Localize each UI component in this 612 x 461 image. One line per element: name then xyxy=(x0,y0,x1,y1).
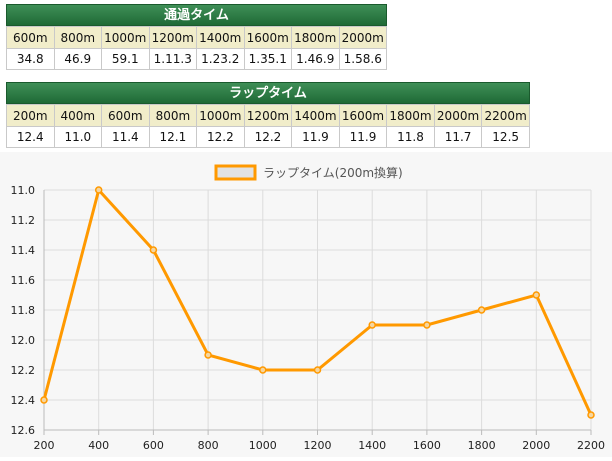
x-tick-label: 800 xyxy=(198,439,219,452)
passing-times-value-cell-2: 59.1 xyxy=(101,48,150,70)
lap-times-header-cell-5: 1200m xyxy=(243,104,293,127)
passing-times-value-cell-1: 46.9 xyxy=(53,48,102,70)
lap-times-value-cell-8: 11.8 xyxy=(386,126,435,148)
data-point xyxy=(587,411,595,419)
passing-times-value-cell-0: 34.8 xyxy=(6,48,55,70)
lap-times-header-cell-10: 2200m xyxy=(481,104,530,127)
x-tick-label: 1600 xyxy=(413,439,441,452)
passing-times-header-cell-4: 1400m xyxy=(196,26,245,49)
passing-times-header-cell-7: 2000m xyxy=(338,26,387,49)
y-tick-label: 11.6 xyxy=(11,274,36,287)
data-point xyxy=(259,366,267,374)
lap-times-value-cell-0: 12.4 xyxy=(6,126,55,148)
lap-times-table: 200m 400m 600m 800m 1000m 1200m 1400m 1600m 1800… xyxy=(6,104,530,148)
lap-times-value-cell-10: 12.5 xyxy=(481,126,530,148)
data-point xyxy=(368,321,376,329)
lap-times-value-cell-4: 12.2 xyxy=(196,126,245,148)
lap-times-header-cell-2: 600m xyxy=(101,104,150,127)
passing-times-header-cell-2: 1000m xyxy=(101,26,150,49)
passing-times-value-cell-4: 1.23.2 xyxy=(196,48,245,70)
data-point xyxy=(204,351,212,359)
lap-times-header-cell-6: 1400m xyxy=(291,104,340,127)
x-tick-label: 200 xyxy=(34,439,55,452)
passing-times-header-cell-6: 1800m xyxy=(291,26,340,49)
passing-times-value-cell-7: 1.58.6 xyxy=(338,48,387,70)
lap-times-header-cell-9: 2000m xyxy=(433,104,483,127)
lap-times-value-cell-3: 12.1 xyxy=(148,126,198,148)
x-tick-label: 400 xyxy=(88,439,109,452)
x-tick-label: 2200 xyxy=(577,439,605,452)
lap-times-value-cell-9: 11.7 xyxy=(433,126,483,148)
lap-times-value-cell-7: 11.9 xyxy=(338,126,388,148)
lap-times-header-cell-3: 800m xyxy=(148,104,198,127)
data-point xyxy=(313,366,322,374)
lap-times-value-row: 12.4 11.0 11.4 12.1 12.2 12.2 11.9 11.9 11.8 11.7… xyxy=(6,126,530,148)
passing-times-header-cell-3: 1200m xyxy=(148,26,197,49)
data-point xyxy=(94,186,103,194)
passing-times-value-row: 34.8 46.9 59.1 1.11.3 1.23.2 1.35.1 1.46.9 1.58… xyxy=(6,48,387,70)
lap-times-title: ラップタイム xyxy=(6,82,530,104)
passing-times-header-cell-5: 1600m xyxy=(243,26,292,49)
lap-times-header-cell-0: 200m xyxy=(6,104,55,127)
y-tick-label: 12.6 xyxy=(11,424,36,437)
lap-times-header-cell-1: 400m xyxy=(53,104,103,127)
passing-times-value-cell-3: 1.11.3 xyxy=(148,48,197,70)
legend-label: ラップタイム(200m換算) xyxy=(263,165,403,180)
data-point xyxy=(532,291,541,299)
lap-times-value-cell-2: 11.4 xyxy=(101,126,150,148)
y-tick-label: 11.2 xyxy=(11,214,36,227)
passing-times-value-cell-6: 1.46.9 xyxy=(291,48,340,70)
y-tick-label: 11.8 xyxy=(11,304,36,317)
y-tick-label: 11.4 xyxy=(11,244,36,257)
x-tick-label: 1800 xyxy=(468,439,496,452)
lap-times-value-cell-5: 12.2 xyxy=(243,126,293,148)
x-tick-label: 600 xyxy=(143,439,164,452)
x-tick-label: 1000 xyxy=(249,439,277,452)
lap-times-header-cell-8: 1800m xyxy=(386,104,435,127)
passing-times-title: 通過タイム xyxy=(6,4,387,26)
data-point xyxy=(423,321,431,329)
passing-times-panel: 通過タイム 600m 800m 1000m 1200m 1400m 1600m 1800m 2… xyxy=(6,4,387,70)
lap-times-value-cell-1: 11.0 xyxy=(53,126,103,148)
passing-times-value-cell-5: 1.35.1 xyxy=(243,48,292,70)
lap-time-chart: 11.0 11.2 11.4 11.6 11.8 12.0 12.2 12.4 12.6 200 4… xyxy=(11,164,605,452)
passing-times-header-cell-1: 800m xyxy=(53,26,102,49)
lap-times-value-cell-6: 11.9 xyxy=(291,126,340,148)
lap-times-header-row: 200m 400m 600m 800m 1000m 1200m 1400m 1600m 1800… xyxy=(6,104,530,127)
passing-times-header-cell-0: 600m xyxy=(6,26,55,49)
lap-times-panel: ラップタイム 200m 400m 600m 800m 1000m 1200m 1400m 16… xyxy=(6,82,530,148)
data-point xyxy=(477,306,486,314)
legend-swatch xyxy=(214,164,257,181)
passing-times-header-row: 600m 800m 1000m 1200m 1400m 1600m 1800m 2000m xyxy=(6,26,387,49)
y-tick-label: 12.4 xyxy=(11,394,36,407)
lap-times-header-cell-4: 1000m xyxy=(196,104,245,127)
x-tick-label: 2000 xyxy=(522,439,550,452)
y-tick-label: 11.0 xyxy=(11,184,36,197)
data-point xyxy=(149,246,158,254)
y-tick-label: 12.2 xyxy=(11,364,36,377)
lap-time-chart-area: 11.0 11.2 11.4 11.6 11.8 12.0 12.2 12.4 12.6 200 4… xyxy=(0,152,612,457)
passing-times-table: 600m 800m 1000m 1200m 1400m 1600m 1800m 2000m 3… xyxy=(6,26,387,70)
lap-times-header-cell-7: 1600m xyxy=(338,104,388,127)
x-tick-label: 1200 xyxy=(304,439,332,452)
y-tick-label: 12.0 xyxy=(11,334,36,347)
x-tick-label: 1400 xyxy=(358,439,386,452)
data-point xyxy=(40,396,48,404)
